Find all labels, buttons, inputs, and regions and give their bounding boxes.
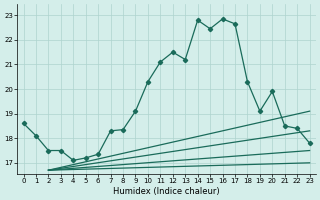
X-axis label: Humidex (Indice chaleur): Humidex (Indice chaleur) — [113, 187, 220, 196]
